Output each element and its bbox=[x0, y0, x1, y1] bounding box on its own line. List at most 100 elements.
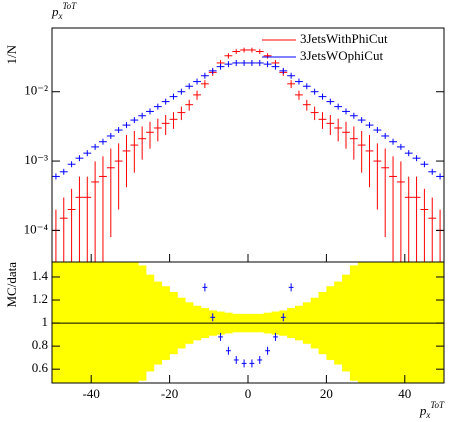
ratio-band bbox=[67, 262, 76, 383]
data-point bbox=[59, 197, 68, 262]
ratio-band bbox=[114, 262, 123, 383]
data-point bbox=[161, 114, 170, 135]
y-tick-label: 10⁻⁴ bbox=[24, 221, 49, 236]
ratio-point bbox=[344, 204, 349, 212]
ratio-point bbox=[148, 204, 153, 212]
data-point bbox=[263, 61, 272, 68]
ratio-point bbox=[391, 69, 396, 77]
data-point bbox=[420, 161, 429, 168]
y-tick-label: 10⁻³ bbox=[24, 152, 48, 167]
data-point bbox=[318, 112, 327, 129]
ratio-point bbox=[202, 283, 208, 292]
data-point bbox=[169, 93, 178, 100]
x-tick-label: -20 bbox=[161, 386, 178, 401]
data-point bbox=[248, 59, 256, 66]
data-point bbox=[326, 98, 335, 105]
ratio-band bbox=[130, 262, 139, 383]
ratio-point bbox=[257, 355, 263, 364]
data-point bbox=[271, 63, 280, 70]
ratio-band bbox=[404, 262, 413, 383]
data-point bbox=[67, 161, 76, 168]
ratio-band bbox=[436, 262, 444, 383]
legend-label: 3JetsWithPhiCut bbox=[300, 31, 388, 46]
data-point bbox=[349, 126, 358, 160]
data-point bbox=[216, 63, 225, 70]
data-point bbox=[122, 134, 131, 188]
data-point bbox=[240, 59, 248, 66]
data-point bbox=[428, 168, 437, 175]
data-point bbox=[342, 108, 350, 115]
data-point bbox=[404, 176, 413, 262]
data-point bbox=[357, 117, 366, 124]
data-point bbox=[52, 173, 60, 180]
ratio-point bbox=[233, 355, 239, 364]
data-point bbox=[255, 59, 264, 66]
data-point bbox=[224, 53, 233, 59]
data-point bbox=[302, 83, 311, 90]
data-point bbox=[381, 148, 390, 238]
ratio-band bbox=[381, 262, 390, 383]
data-point bbox=[412, 155, 421, 162]
data-point bbox=[412, 176, 421, 262]
ratio-point bbox=[187, 221, 192, 229]
data-point bbox=[279, 67, 288, 74]
data-point bbox=[232, 49, 241, 55]
data-point bbox=[114, 127, 123, 134]
ratio-frame bbox=[51, 261, 445, 384]
data-point bbox=[404, 150, 413, 157]
ratio-point bbox=[328, 197, 333, 205]
data-point bbox=[255, 49, 264, 55]
data-point bbox=[436, 173, 444, 180]
data-point bbox=[263, 53, 272, 59]
data-point bbox=[389, 156, 397, 262]
ratio-band bbox=[396, 262, 406, 383]
ratio-point bbox=[101, 69, 106, 77]
ratio-point bbox=[351, 188, 356, 196]
ratio-point bbox=[116, 112, 121, 120]
data-point bbox=[83, 150, 92, 157]
data-point bbox=[310, 88, 319, 95]
ratio-point bbox=[280, 313, 286, 322]
data-point bbox=[153, 118, 162, 142]
y-tick-label: 1.2 bbox=[32, 291, 48, 306]
data-point bbox=[91, 143, 100, 150]
data-point bbox=[334, 103, 343, 110]
ratio-point bbox=[196, 262, 198, 263]
data-point bbox=[200, 72, 209, 79]
ratio-band bbox=[373, 262, 382, 383]
data-point bbox=[75, 176, 84, 262]
ratio-point bbox=[383, 102, 388, 110]
data-point bbox=[200, 80, 209, 89]
x-tick-label: -40 bbox=[83, 386, 100, 401]
data-point bbox=[177, 106, 186, 121]
ratio-point bbox=[225, 346, 231, 355]
data-point bbox=[83, 176, 92, 262]
data-point bbox=[138, 112, 147, 119]
ratio-point bbox=[163, 197, 168, 205]
data-point bbox=[334, 118, 343, 142]
data-point bbox=[240, 47, 248, 53]
x-tick-label: 0 bbox=[245, 386, 252, 401]
data-point bbox=[130, 117, 139, 124]
data-point bbox=[67, 188, 76, 262]
data-point bbox=[106, 132, 115, 139]
data-point bbox=[295, 78, 303, 85]
data-point bbox=[365, 122, 374, 129]
y-tick-label: 1 bbox=[42, 314, 49, 329]
data-point bbox=[326, 114, 335, 135]
ratio-point bbox=[265, 346, 271, 355]
ratio-point bbox=[336, 200, 341, 208]
data-point bbox=[59, 168, 68, 175]
data-point bbox=[287, 72, 296, 79]
ratio-point bbox=[298, 262, 300, 263]
data-point bbox=[342, 121, 350, 149]
data-point bbox=[193, 78, 201, 85]
data-point bbox=[310, 106, 319, 121]
data-point bbox=[185, 83, 194, 90]
data-point bbox=[365, 134, 374, 188]
data-point bbox=[161, 98, 170, 105]
data-point bbox=[396, 161, 405, 262]
ratio-band bbox=[99, 262, 108, 383]
data-point bbox=[396, 143, 405, 150]
data-point bbox=[99, 138, 107, 145]
